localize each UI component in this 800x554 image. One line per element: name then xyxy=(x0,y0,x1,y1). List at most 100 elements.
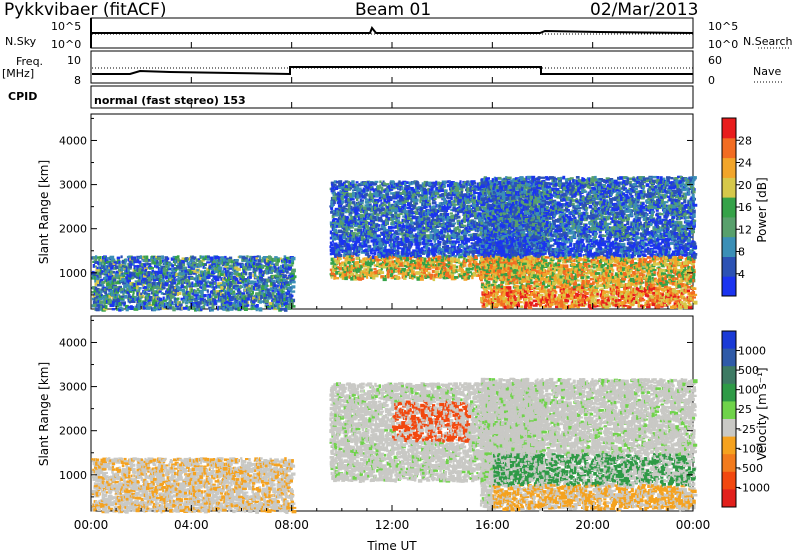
power-cell-2895 xyxy=(376,224,379,227)
power-cell-4720 xyxy=(473,182,476,185)
power-cell-197 xyxy=(109,273,112,276)
power-cell-269 xyxy=(117,257,121,260)
power-cell-4107 xyxy=(441,189,445,192)
power-cell-469 xyxy=(139,287,142,289)
power-cell-1669 xyxy=(257,255,260,257)
power-cell-2546 xyxy=(356,186,360,189)
power-cell-3476 xyxy=(406,186,408,188)
power-cell-4304 xyxy=(450,196,452,200)
power-cell-3989 xyxy=(434,248,436,251)
power-cell-2057 xyxy=(331,276,333,279)
power-cell-2027 xyxy=(292,281,296,284)
power-cell-943 xyxy=(185,274,187,277)
power-cell-3403 xyxy=(403,204,406,207)
power-cell-3082 xyxy=(386,193,390,196)
power-cell-1815 xyxy=(272,280,276,282)
power-cell-838 xyxy=(173,278,175,281)
power-cell-3563 xyxy=(412,277,414,280)
power-cell-2035 xyxy=(291,257,296,261)
power-cell-2377 xyxy=(347,181,350,184)
power-cell-909 xyxy=(182,280,185,284)
power-cell-1641 xyxy=(255,283,257,286)
power-cell-4326 xyxy=(454,265,457,268)
power-cell-883 xyxy=(177,255,180,257)
power-cell-1101 xyxy=(201,271,204,273)
power-cell-3727 xyxy=(421,247,424,250)
power-cell-1124 xyxy=(204,304,206,306)
power-cell-2759 xyxy=(367,181,369,183)
power-cell-1467 xyxy=(236,267,238,270)
power-cell-2257 xyxy=(341,200,344,203)
power-cell-3392 xyxy=(402,243,404,245)
power-cell-1682 xyxy=(259,307,262,309)
power-cell-952 xyxy=(186,280,190,283)
power-cell-3814 xyxy=(424,195,427,198)
power-cell-3541 xyxy=(411,269,413,271)
power-cell-4309 xyxy=(452,275,454,279)
power-cell-987 xyxy=(190,277,193,280)
power-cell-1119 xyxy=(203,294,207,297)
power-cell-3778 xyxy=(424,258,426,262)
power-cell-2011 xyxy=(288,260,291,264)
power-cell-1751 xyxy=(266,300,269,303)
power-cell-529 xyxy=(144,264,146,267)
power-cell-1153 xyxy=(207,255,210,258)
power-cell-417 xyxy=(132,258,134,260)
power-cell-1504 xyxy=(242,292,246,294)
power-cell-1214 xyxy=(214,282,216,285)
figure-canvas: 1000200030004000 Slant Range [km] 100020… xyxy=(0,0,800,554)
power-cell-3047 xyxy=(384,246,386,248)
power-cell-4276 xyxy=(450,212,453,214)
power-cell-3500 xyxy=(408,249,410,252)
power-cell-2455 xyxy=(351,180,354,184)
power-cell-3863 xyxy=(427,240,432,242)
power-cell-2030 xyxy=(291,275,293,278)
power-cell-3607 xyxy=(415,203,419,205)
power-cell-3312 xyxy=(398,224,401,227)
power-cell-3462 xyxy=(406,257,409,260)
power-cell-2763 xyxy=(368,245,371,248)
power-cell-1652 xyxy=(256,304,259,307)
power-cell-2619 xyxy=(360,199,364,201)
power-cell-1777 xyxy=(269,292,272,296)
power-cell-1946 xyxy=(283,274,287,277)
power-cell-465 xyxy=(138,300,142,303)
power-cell-3891 xyxy=(429,202,431,204)
power-cell-1580 xyxy=(249,276,252,279)
power-cell-3501 xyxy=(408,245,411,248)
power-cell-4715 xyxy=(473,194,475,197)
power-cell-82 xyxy=(99,300,103,304)
power-cell-3021 xyxy=(383,265,385,267)
power-cell-4238 xyxy=(447,207,450,210)
power-cell-2741 xyxy=(367,260,369,263)
power-cell-3303 xyxy=(399,277,401,279)
power-cell-43 xyxy=(95,259,98,261)
power-cell-3502 xyxy=(408,243,410,246)
power-cell-754 xyxy=(165,276,168,280)
power-cell-1572 xyxy=(247,294,251,298)
power-cell-2538 xyxy=(356,215,358,217)
power-cell-4505 xyxy=(464,263,466,265)
power-cell-2526 xyxy=(356,261,359,264)
power-cell-4613 xyxy=(469,256,472,260)
power-cell-3610 xyxy=(415,196,418,199)
power-cell-2032 xyxy=(291,269,296,273)
power-cell-2226 xyxy=(340,247,344,249)
power-cell-1611 xyxy=(252,291,254,295)
power-cell-935 xyxy=(186,305,188,307)
power-cell-2733 xyxy=(367,188,370,191)
power-cell-1093 xyxy=(199,264,201,266)
power-cell-3140 xyxy=(389,204,391,207)
power-cell-424 xyxy=(133,283,135,287)
power-cell-4571 xyxy=(467,246,469,249)
power-cell-4647 xyxy=(470,192,472,195)
power-cell-75 xyxy=(99,275,101,278)
power-cell-2383 xyxy=(348,251,351,254)
power-cell-4743 xyxy=(476,265,479,268)
power-cell-4386 xyxy=(456,241,460,244)
power-cell-2955 xyxy=(379,199,383,202)
power-cell-4050 xyxy=(438,241,442,243)
power-cell-2825 xyxy=(372,277,375,280)
power-cell-487 xyxy=(140,296,143,298)
power-cell-677 xyxy=(159,298,163,301)
